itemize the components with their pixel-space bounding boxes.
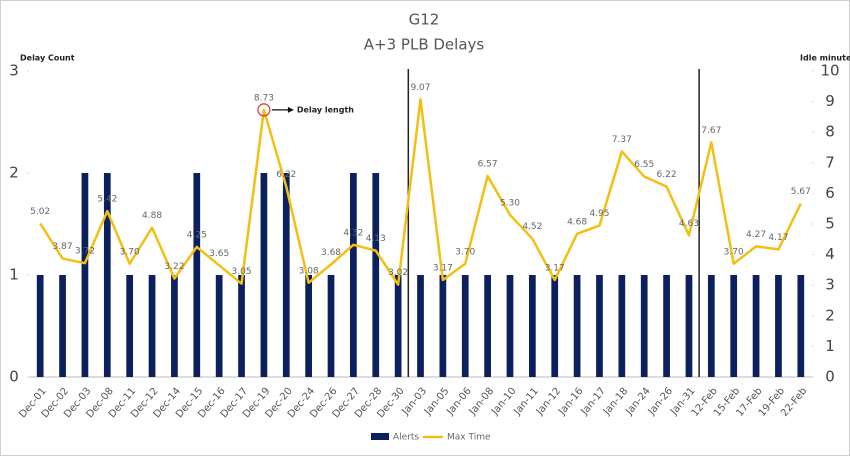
bar bbox=[215, 275, 223, 377]
y2-tick-label: 9 bbox=[825, 92, 835, 110]
data-label: 3.22 bbox=[164, 262, 184, 272]
bar bbox=[551, 275, 559, 377]
bar bbox=[663, 275, 670, 377]
bar bbox=[394, 275, 402, 377]
bar bbox=[103, 173, 111, 377]
bar bbox=[171, 275, 178, 377]
bar bbox=[282, 173, 290, 377]
data-label: 5.02 bbox=[30, 207, 50, 217]
data-label: 3.70 bbox=[120, 247, 140, 257]
data-label: 3.68 bbox=[321, 248, 341, 258]
bar bbox=[350, 173, 357, 377]
y-tick-label: 1 bbox=[9, 266, 19, 284]
y2-tick-label: 1 bbox=[825, 337, 835, 355]
y2-tick-label: 7 bbox=[825, 153, 835, 171]
data-label: 4.95 bbox=[589, 209, 609, 219]
data-label: 5.42 bbox=[97, 195, 117, 205]
y2-tick-label: 4 bbox=[825, 245, 835, 263]
y2-tick-label: 10 bbox=[820, 62, 839, 80]
data-label: 8.73 bbox=[254, 93, 274, 103]
bar bbox=[372, 173, 380, 377]
annotation-arrowhead bbox=[287, 106, 294, 113]
data-label: 3.02 bbox=[388, 268, 408, 278]
data-label: 3.05 bbox=[232, 267, 252, 277]
data-label: 3.70 bbox=[724, 247, 744, 257]
y-axis-label: Delay Count bbox=[20, 54, 75, 63]
data-label: 6.22 bbox=[657, 170, 677, 180]
legend-label: Alerts bbox=[393, 433, 419, 443]
data-label: 4.68 bbox=[567, 217, 587, 227]
bar bbox=[327, 275, 335, 377]
bar bbox=[618, 275, 626, 377]
chart-title: G12 bbox=[409, 11, 440, 29]
bar bbox=[461, 275, 469, 377]
bar bbox=[640, 275, 648, 377]
y-tick-label: 0 bbox=[9, 368, 19, 386]
bar bbox=[36, 275, 44, 377]
bar bbox=[685, 275, 693, 377]
bar bbox=[193, 173, 201, 377]
bar bbox=[439, 275, 447, 377]
line bbox=[39, 98, 802, 286]
data-label: 4.17 bbox=[768, 233, 788, 243]
data-label: 3.72 bbox=[75, 247, 95, 257]
legend-swatch bbox=[371, 433, 389, 440]
data-label: 5.30 bbox=[500, 198, 520, 208]
data-label: 3.17 bbox=[545, 263, 565, 273]
data-label: 3.17 bbox=[433, 263, 453, 273]
data-label: 4.63 bbox=[679, 219, 699, 229]
bar bbox=[506, 275, 514, 377]
data-label: 7.67 bbox=[701, 126, 721, 136]
data-label: 3.65 bbox=[209, 249, 229, 259]
data-label: 7.37 bbox=[612, 135, 632, 145]
data-label: 4.13 bbox=[366, 234, 386, 244]
data-label: 4.32 bbox=[343, 228, 363, 238]
data-label: 4.88 bbox=[142, 211, 162, 221]
y2-axis-label: Idle minutes bbox=[800, 54, 850, 63]
bar bbox=[59, 275, 66, 377]
data-label: 4.52 bbox=[522, 222, 542, 232]
bar bbox=[148, 275, 156, 377]
chart-subtitle: A+3 PLB Delays bbox=[364, 36, 485, 54]
legend-label: Max Time bbox=[447, 433, 491, 443]
bar bbox=[573, 275, 581, 377]
bar bbox=[797, 275, 805, 377]
bar bbox=[730, 275, 738, 377]
bar bbox=[596, 275, 603, 377]
bar bbox=[775, 275, 782, 377]
data-label: 5.67 bbox=[791, 187, 811, 197]
data-label: 9.07 bbox=[410, 83, 430, 93]
data-label: 6.57 bbox=[478, 159, 498, 169]
bar bbox=[707, 275, 715, 377]
y2-tick-label: 0 bbox=[825, 368, 835, 386]
bar bbox=[260, 173, 268, 377]
annotation-circle bbox=[257, 103, 271, 117]
y2-tick-label: 6 bbox=[825, 184, 835, 202]
bar bbox=[305, 275, 312, 377]
data-label: 6.55 bbox=[634, 160, 654, 170]
y-tick-label: 2 bbox=[9, 164, 19, 182]
y2-tick-label: 5 bbox=[825, 215, 835, 233]
data-label: 3.87 bbox=[53, 242, 73, 252]
data-label: 4.27 bbox=[746, 230, 766, 240]
annotation: Delay length bbox=[297, 105, 354, 114]
y2-tick-label: 2 bbox=[825, 306, 835, 324]
data-label: 6.22 bbox=[276, 170, 296, 180]
bar bbox=[752, 275, 760, 377]
y-tick-label: 3 bbox=[9, 62, 19, 80]
data-label: 4.25 bbox=[187, 230, 207, 240]
data-label: 3.70 bbox=[455, 247, 475, 257]
bar bbox=[126, 275, 134, 377]
y2-tick-label: 8 bbox=[825, 123, 835, 141]
bar bbox=[529, 275, 536, 377]
bar bbox=[417, 275, 424, 377]
y2-tick-label: 3 bbox=[825, 276, 835, 294]
bar bbox=[81, 173, 89, 377]
bar bbox=[484, 275, 491, 377]
bar bbox=[238, 275, 245, 377]
data-label: 3.08 bbox=[299, 266, 319, 276]
